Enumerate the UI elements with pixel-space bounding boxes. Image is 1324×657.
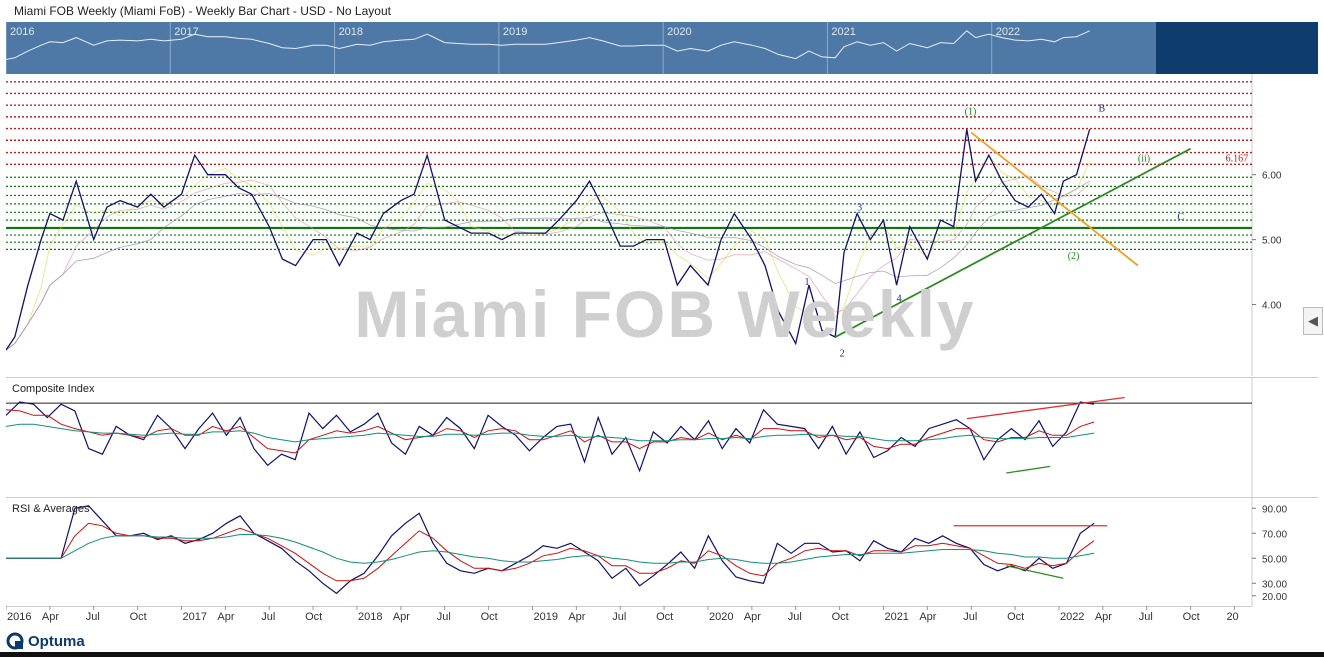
indicator-slow-average (6, 534, 1095, 564)
navigator-price-line (5, 30, 1090, 60)
wave-annotation: 3 (857, 202, 862, 213)
x-tick-label: Jul (437, 611, 451, 623)
x-tick-label: 2019 (533, 611, 557, 623)
ma-medium-line (5, 175, 1090, 351)
rsi-chart[interactable]: 20.00 30.00 50.00 70.00 90.00 (6, 498, 1318, 606)
y-tick-label: 70.00 (1262, 529, 1287, 540)
wave-annotation: (ii) (1138, 154, 1150, 165)
x-tick-label: Jul (86, 611, 100, 623)
brand-logo: Optuma (6, 630, 85, 652)
navigator-year-label: 2020 (667, 26, 691, 38)
y-tick-label: 5.00 (1262, 236, 1282, 247)
wave-annotation: (1) (965, 106, 977, 117)
x-axis: 2016 Apr Jul Oct 2017 Apr Jul Oct 2018 Apr Jul Oct 2… (6, 606, 1252, 623)
navigator-future (1156, 22, 1318, 74)
x-tick-label: 2021 (884, 611, 908, 623)
x-tick-label: Oct (832, 611, 849, 623)
x-tick-label: 2017 (182, 611, 206, 623)
composite-index-chart[interactable] (5, 378, 1318, 497)
x-tick-label: Oct (481, 611, 498, 623)
indicator-fast-average (6, 522, 1095, 582)
x-tick-label: Apr (919, 611, 936, 623)
x-tick-label: Apr (1095, 611, 1112, 623)
x-tick-label: Oct (1007, 611, 1024, 623)
collapse-panel-button[interactable]: ◀ (1303, 307, 1323, 335)
navigator-strip[interactable]: 2016 2017 2018 2019 2020 2021 2022 (5, 22, 1318, 74)
navigator-year-label: 2017 (174, 26, 198, 38)
window-title: Miami FOB Weekly (Miami FoB) - Weekly Ba… (14, 4, 391, 18)
x-tick-label: Oct (656, 611, 673, 623)
indicator-main-line (6, 505, 1095, 595)
wave-annotation: (2) (1068, 251, 1080, 262)
brand-name: Optuma (28, 632, 85, 650)
price-line (5, 129, 1091, 351)
navigator-range (6, 22, 1156, 74)
navigator-overview[interactable]: 2016 2017 2018 2019 2020 2021 2022 (5, 22, 1318, 74)
x-tick-label: Apr (217, 611, 234, 623)
x-tick-label: Apr (744, 611, 761, 623)
navigator-year-label: 2022 (996, 26, 1020, 38)
navigator-year-label: 2019 (503, 26, 527, 38)
x-tick-label: Jul (788, 611, 802, 623)
y-tick-label: 4.00 (1262, 301, 1282, 312)
optuma-logo-icon (6, 632, 24, 650)
bottom-bar (0, 652, 1324, 657)
navigator-year-label: 2018 (339, 26, 363, 38)
ma-fast-line (5, 154, 1091, 351)
divergence-line (1006, 565, 1064, 579)
x-tick-label: 20 (1226, 611, 1238, 623)
indicator-slow-average (5, 423, 1095, 443)
navigator-year-label: 2016 (10, 26, 34, 38)
x-tick-label: 2016 (7, 611, 31, 623)
x-tick-label: Oct (130, 611, 147, 623)
wave-annotation: 1 (804, 277, 809, 288)
trendline (834, 147, 1191, 338)
x-tick-label: Apr (568, 611, 585, 623)
x-tick-label: Apr (42, 611, 59, 623)
chevron-left-icon: ◀ (1308, 313, 1318, 328)
x-tick-label: Oct (1183, 611, 1200, 623)
rsi-label: RSI & Averages (12, 503, 90, 515)
y-tick-label: 30.00 (1262, 579, 1287, 590)
x-tick-label: 2022 (1060, 611, 1084, 623)
y-tick-label: 90.00 (1262, 504, 1287, 515)
wave-annotation: 6.167 (1226, 154, 1249, 165)
wave-annotation: B (1098, 104, 1105, 115)
chart-watermark: Miami FOB Weekly (354, 277, 976, 351)
divergence-line (1006, 465, 1051, 474)
rsi-panel[interactable]: RSI & Averages 20.00 30.00 50.00 70.00 90.00 (6, 497, 1318, 606)
x-tick-label: 2020 (709, 611, 733, 623)
indicator-main-line (5, 401, 1095, 473)
y-tick-label: 50.00 (1262, 554, 1287, 565)
y-tick-label: 20.00 (1262, 592, 1287, 603)
x-tick-label: 2018 (358, 611, 382, 623)
x-tick-label: Jul (612, 611, 626, 623)
x-tick-label: Jul (261, 611, 275, 623)
wave-annotation: 4 (897, 293, 902, 304)
y-tick-label: 6.00 (1262, 171, 1282, 182)
navigator-year-label: 2021 (831, 26, 855, 38)
composite-index-panel[interactable]: Composite Index (5, 377, 1318, 497)
indicator-fast-average (5, 409, 1095, 454)
x-tick-label: Jul (963, 611, 977, 623)
x-tick-label: Apr (393, 611, 410, 623)
x-tick-label: Oct (305, 611, 322, 623)
composite-index-label: Composite Index (12, 383, 95, 395)
divergence-line (966, 396, 1125, 420)
x-tick-label: Jul (1139, 611, 1153, 623)
wave-annotation: 2 (840, 349, 845, 360)
trendline (970, 131, 1139, 267)
ma-slow-line (5, 180, 1090, 351)
wave-annotation: C (1177, 212, 1184, 223)
